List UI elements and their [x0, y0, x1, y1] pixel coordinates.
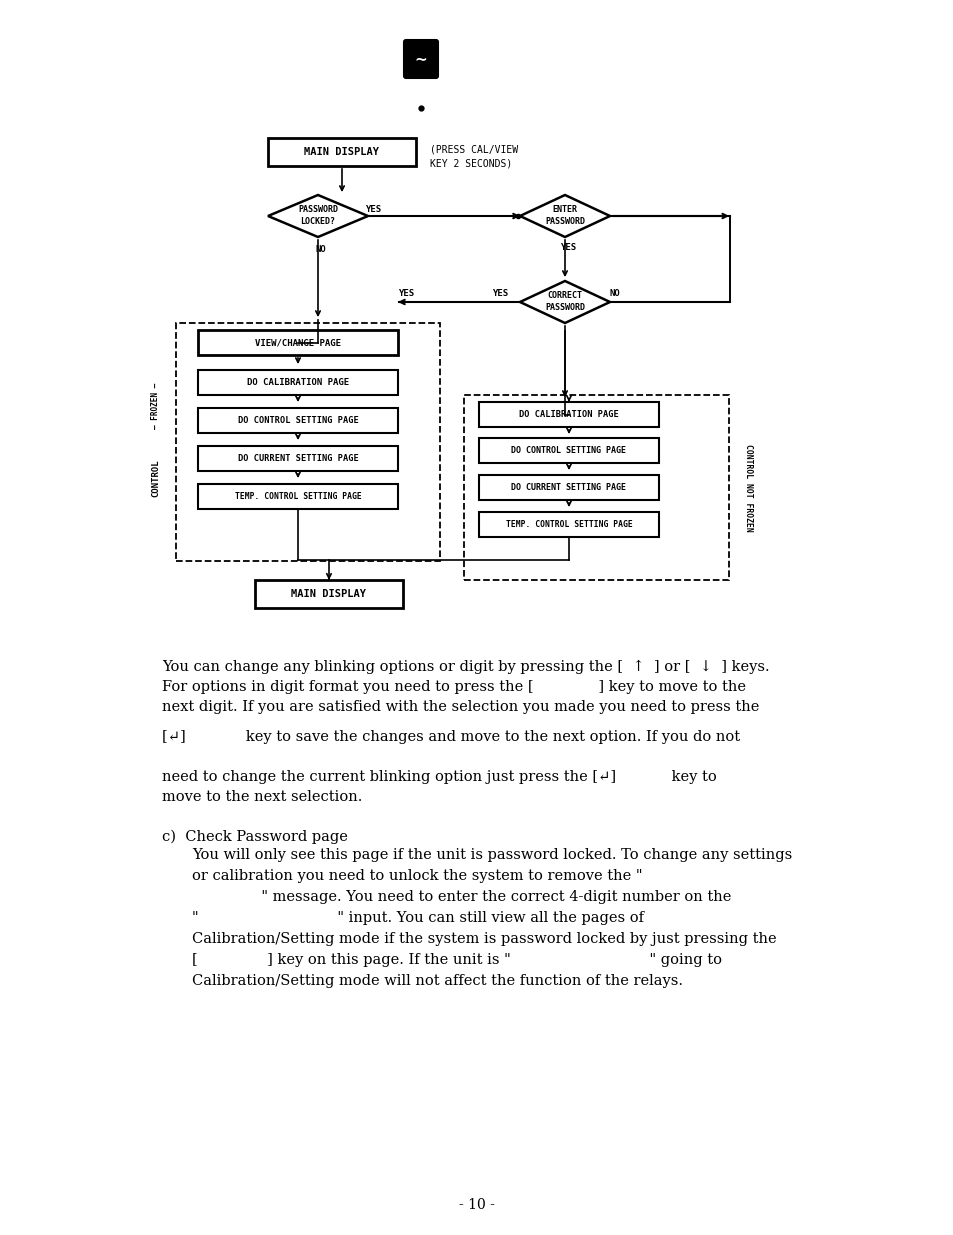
Bar [478, 513, 659, 537]
Text: ENTER: ENTER [552, 205, 577, 214]
Text: VIEW/CHANGE PAGE: VIEW/CHANGE PAGE [254, 338, 340, 347]
Text: You can change any blinking options or digit by pressing the [  ↑  ] or [  ↓  ] : You can change any blinking options or d… [162, 659, 769, 674]
Bar [198, 484, 397, 509]
Bar [198, 330, 397, 354]
Text: CONTROL NOT FROZEN: CONTROL NOT FROZEN [743, 443, 753, 531]
Text: PASSWORD: PASSWORD [297, 205, 337, 214]
Text: YES: YES [365, 205, 380, 214]
Text: MAIN DISPLAY: MAIN DISPLAY [304, 147, 379, 157]
Text: "                              " input. You can still view all the pages of: " " input. You can still view all the pa… [192, 911, 643, 925]
Text: need to change the current blinking option just press the [↵]            key to: need to change the current blinking opti… [162, 769, 716, 784]
Text: DO CALIBRATION PAGE: DO CALIBRATION PAGE [247, 378, 349, 387]
Text: For options in digit format you need to press the [              ] key to move t: For options in digit format you need to … [162, 680, 745, 694]
Text: - 10 -: - 10 - [458, 1198, 495, 1212]
Text: CORRECT: CORRECT [547, 290, 582, 300]
Text: DO CALIBRATION PAGE: DO CALIBRATION PAGE [518, 410, 618, 419]
Text: c)  Check Password page: c) Check Password page [162, 830, 348, 845]
Bar [198, 408, 397, 433]
Bar [478, 475, 659, 500]
Bar [478, 403, 659, 427]
Bar [175, 324, 439, 561]
Text: NO: NO [609, 289, 619, 299]
Text: LOCKED?: LOCKED? [300, 217, 335, 226]
Bar [254, 580, 402, 608]
Text: [↵]             key to save the changes and move to the next option. If you do n: [↵] key to save the changes and move to … [162, 730, 740, 743]
Text: You will only see this page if the unit is password locked. To change any settin: You will only see this page if the unit … [192, 848, 791, 862]
Text: — FROZEN —: — FROZEN — [152, 383, 160, 430]
Text: DO CURRENT SETTING PAGE: DO CURRENT SETTING PAGE [237, 454, 358, 463]
Text: DO CURRENT SETTING PAGE: DO CURRENT SETTING PAGE [511, 483, 626, 492]
Text: YES: YES [559, 242, 576, 252]
Text: MAIN DISPLAY: MAIN DISPLAY [292, 589, 366, 599]
Bar [198, 370, 397, 395]
Text: [               ] key on this page. If the unit is "                            : [ ] key on this page. If the unit is " [192, 953, 721, 967]
Text: NO: NO [315, 245, 326, 253]
Bar [478, 438, 659, 463]
Text: YES: YES [397, 289, 414, 299]
Text: ∼: ∼ [415, 52, 427, 67]
Text: YES: YES [492, 289, 508, 299]
Bar [463, 395, 728, 580]
Bar [198, 446, 397, 471]
Text: or calibration you need to unlock the system to remove the ": or calibration you need to unlock the sy… [192, 869, 641, 883]
Text: next digit. If you are satisfied with the selection you made you need to press t: next digit. If you are satisfied with th… [162, 700, 759, 714]
Text: TEMP. CONTROL SETTING PAGE: TEMP. CONTROL SETTING PAGE [505, 520, 632, 529]
Text: TEMP. CONTROL SETTING PAGE: TEMP. CONTROL SETTING PAGE [234, 492, 361, 501]
Text: DO CONTROL SETTING PAGE: DO CONTROL SETTING PAGE [237, 416, 358, 425]
Text: Calibration/Setting mode if the system is password locked by just pressing the: Calibration/Setting mode if the system i… [192, 932, 776, 946]
Text: Calibration/Setting mode will not affect the function of the relays.: Calibration/Setting mode will not affect… [192, 974, 682, 988]
Text: PASSWORD: PASSWORD [544, 304, 584, 312]
Text: move to the next selection.: move to the next selection. [162, 790, 362, 804]
Text: DO CONTROL SETTING PAGE: DO CONTROL SETTING PAGE [511, 446, 626, 454]
Text: PASSWORD: PASSWORD [544, 217, 584, 226]
Bar [268, 138, 416, 165]
FancyBboxPatch shape [403, 40, 437, 78]
Text: CONTROL: CONTROL [152, 459, 160, 496]
Text: (PRESS CAL/VIEW
KEY 2 SECONDS): (PRESS CAL/VIEW KEY 2 SECONDS) [430, 144, 517, 168]
Text: " message. You need to enter the correct 4-digit number on the: " message. You need to enter the correct… [192, 890, 731, 904]
